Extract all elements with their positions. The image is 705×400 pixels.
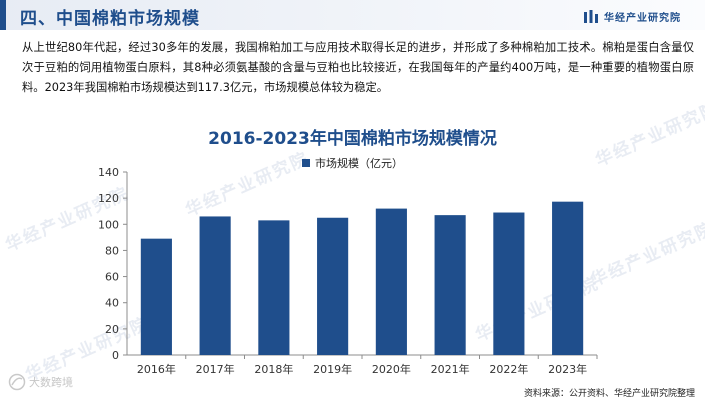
y-tick-label: 40 xyxy=(105,297,119,310)
y-tick-label: 20 xyxy=(105,323,119,336)
brand: 华经产业研究院 xyxy=(584,9,681,24)
brand-name: 华经产业研究院 xyxy=(604,13,681,24)
cross-border-logo-icon xyxy=(8,373,26,391)
x-tick-label: 2019年 xyxy=(313,362,352,376)
x-tick-label: 2016年 xyxy=(137,362,176,376)
brand-logo-icon xyxy=(584,10,598,23)
bar xyxy=(258,220,290,355)
bar xyxy=(493,212,525,355)
y-tick-label: 100 xyxy=(98,218,119,231)
y-tick-label: 80 xyxy=(105,244,119,257)
bar xyxy=(199,216,231,355)
intro-paragraph: 从上世纪80年代起，经过30多年的发展，我国棉粕加工与应用技术取得长足的进步，并… xyxy=(22,41,694,94)
corner-watermark-text: 大数跨境 xyxy=(29,376,73,389)
legend-swatch xyxy=(302,159,310,167)
header-accent-bar xyxy=(0,0,6,30)
x-tick-label: 2022年 xyxy=(489,362,528,376)
section-title: 四、中国棉粕市场规模 xyxy=(20,9,200,29)
bar xyxy=(434,215,466,355)
source-note: 资料来源：公开资料、华经产业研究院整理 xyxy=(523,389,695,399)
x-tick-label: 2020年 xyxy=(372,362,411,376)
legend-label: 市场规模（亿元） xyxy=(315,157,403,170)
chart-legend: 市场规模（亿元） xyxy=(0,155,705,171)
x-tick-label: 2021年 xyxy=(431,362,470,376)
section-header: 四、中国棉粕市场规模 华经产业研究院 xyxy=(0,0,705,30)
bar xyxy=(552,201,584,355)
y-tick-label: 140 xyxy=(98,166,119,179)
chart-title: 2016-2023年中国棉粕市场规模情况 xyxy=(208,129,497,149)
bar xyxy=(140,238,172,355)
bar xyxy=(317,217,349,355)
x-tick-label: 2017年 xyxy=(196,362,235,376)
y-tick-label: 60 xyxy=(105,271,119,284)
x-tick-label: 2023年 xyxy=(548,362,587,376)
y-tick-label: 0 xyxy=(112,349,119,362)
x-tick-label: 2018年 xyxy=(254,362,293,376)
y-tick-label: 120 xyxy=(98,192,119,205)
bar xyxy=(375,208,407,355)
corner-watermark: 大数跨境 xyxy=(8,373,73,391)
